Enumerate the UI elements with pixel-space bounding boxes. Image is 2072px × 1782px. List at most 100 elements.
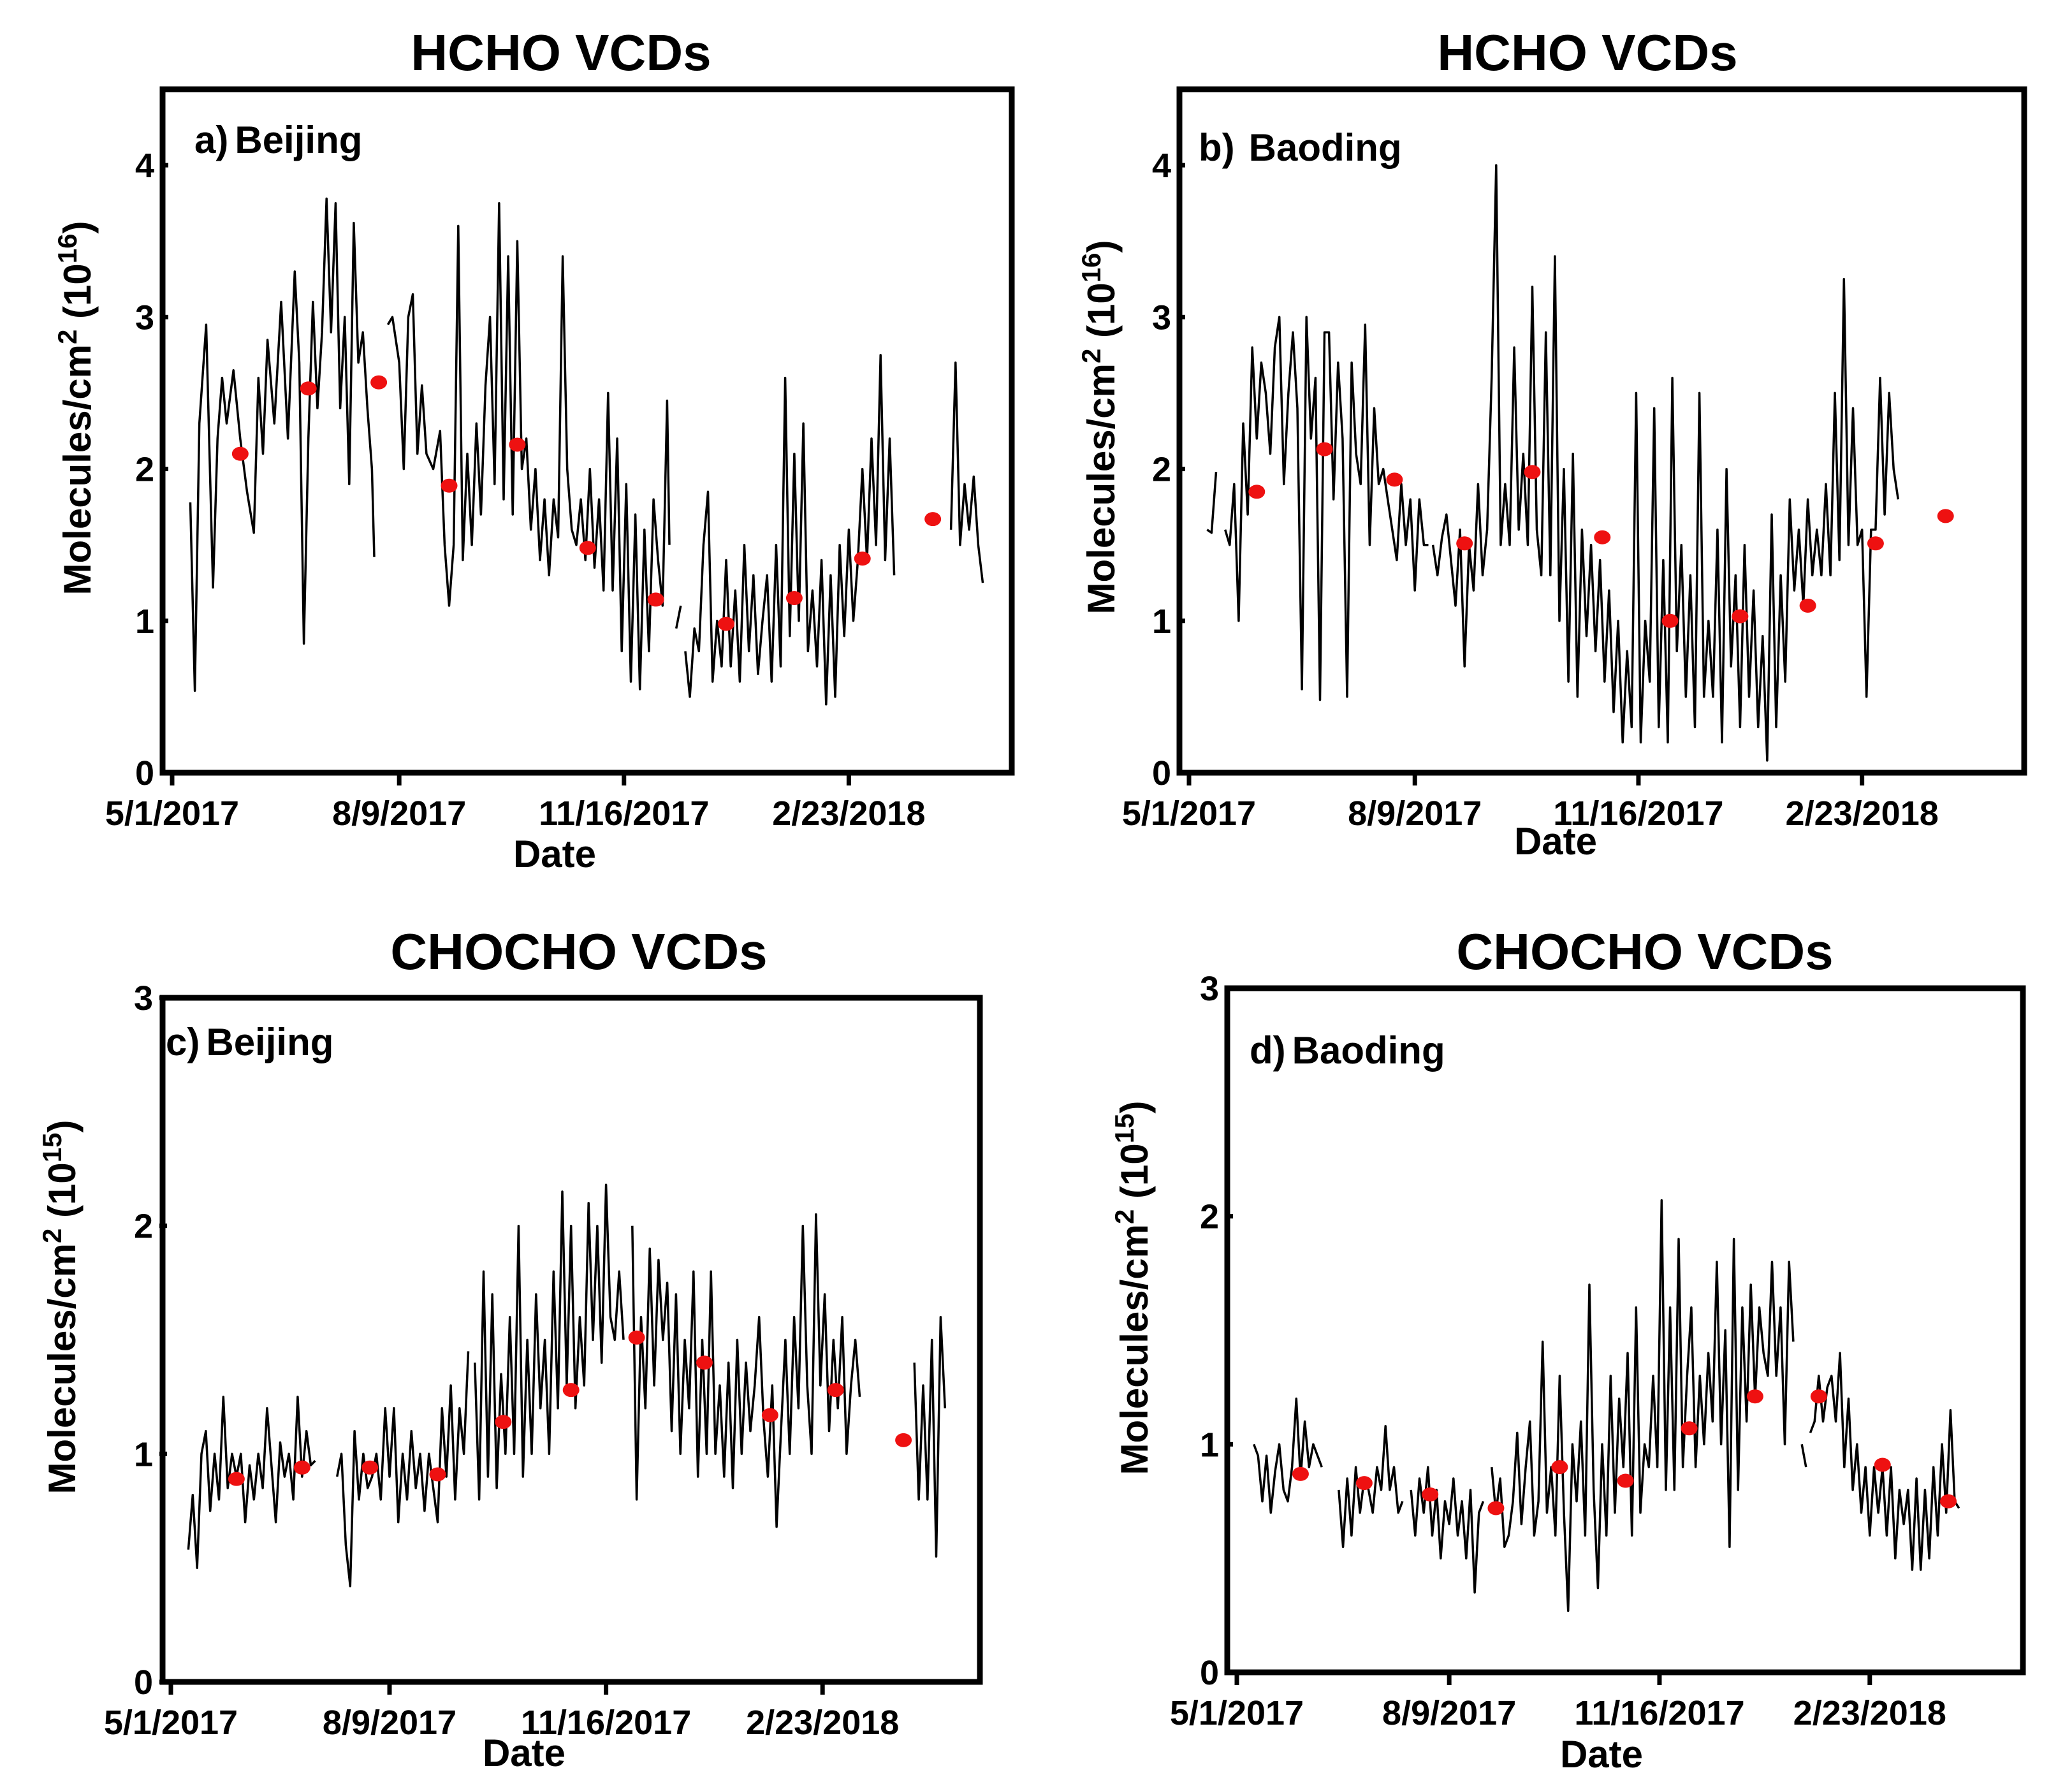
x-axis-title-a: Date — [513, 833, 596, 875]
x-tick-label-d-0: 5/1/2017 — [1170, 1694, 1304, 1732]
x-tick-label-c-1: 8/9/2017 — [323, 1704, 456, 1742]
mean-point-d-2 — [1422, 1487, 1439, 1502]
x-tick-label-d-3: 2/23/2018 — [1793, 1694, 1946, 1732]
daily-line-d-0 — [1253, 1398, 1323, 1514]
daily-line-c-1 — [335, 1351, 470, 1588]
y-tick-label-b-4: 4 — [1152, 147, 1171, 185]
plot-area-a: 0 1 2 3 4 5/1/2017 8/9/2017 11/16/2017 2/23/2018 — [105, 147, 984, 833]
mean-point-c-9 — [827, 1383, 844, 1398]
x-axis-title-c: Date — [483, 1732, 565, 1774]
mean-point-a-2 — [370, 375, 388, 390]
chart-title-c: CHOCHO VCDs — [390, 923, 767, 980]
mean-point-d-3 — [1487, 1501, 1505, 1515]
mean-point-a-10 — [924, 512, 942, 527]
mean-point-c-7 — [696, 1355, 713, 1370]
daily-line-a-4 — [949, 362, 984, 583]
chart-panel-d: CHOCHO VCDs d) Baoding Date Molecules/cm2… — [1109, 923, 2026, 1776]
x-tick-label-a-2: 11/16/2017 — [539, 794, 709, 833]
mean-point-a-3 — [441, 478, 458, 493]
daily-line-d-1 — [1338, 1424, 1404, 1549]
mean-point-a-5 — [579, 541, 596, 555]
y-tick-label-d-0: 0 — [1200, 1654, 1219, 1692]
plot-frame-b — [1176, 86, 2027, 776]
plot-area-c: 0 1 2 3 5/1/2017 8/9/2017 11/16/2017 2/23/2018 — [104, 979, 947, 1742]
daily-line-d-3 — [1491, 1199, 1795, 1612]
mean-point-b-6 — [1661, 613, 1679, 628]
mean-point-b-2 — [1386, 472, 1403, 487]
x-tick-label-b-1: 8/9/2017 — [1348, 794, 1482, 833]
mean-point-c-2 — [361, 1460, 379, 1475]
plot-area-b: 0 1 2 3 4 5/1/2017 8/9/2017 11/16/2017 2/23/2018 — [1122, 147, 1954, 833]
chart-panel-c: CHOCHO VCDs c) Beijing Date Molecules/cm2… — [37, 923, 983, 1774]
mean-point-d-7 — [1746, 1389, 1763, 1404]
daily-line-c-3 — [631, 1213, 861, 1528]
x-axis-title-d: Date — [1560, 1733, 1643, 1776]
mean-point-b-0 — [1248, 485, 1266, 499]
daily-line-a-3 — [684, 354, 896, 706]
mean-point-a-8 — [785, 591, 803, 606]
y-tick-label-a-4: 4 — [135, 147, 154, 185]
daily-line-b-2 — [1431, 164, 1900, 762]
x-tick-label-c-3: 2/23/2018 — [746, 1704, 899, 1742]
mean-point-c-5 — [562, 1383, 580, 1398]
daily-line-c-4 — [913, 1315, 947, 1558]
panel-label-d: d) Baoding — [1250, 1029, 1445, 1072]
daily-line-a-2 — [675, 605, 682, 629]
mean-point-b-8 — [1799, 598, 1816, 613]
panel-label-c: c) Beijing — [166, 1021, 333, 1063]
mean-point-c-8 — [761, 1408, 778, 1422]
daily-line-c-2 — [474, 1183, 625, 1501]
plot-frame-c — [159, 995, 983, 1685]
mean-point-c-6 — [628, 1330, 645, 1345]
y-tick-label-a-1: 1 — [135, 603, 154, 641]
x-tick-label-c-2: 11/16/2017 — [521, 1704, 691, 1742]
chart-panel-b: HCHO VCDs b) Baoding Date Molecules/cm2 (… — [1076, 24, 2027, 863]
daily-line-a-1 — [386, 201, 671, 690]
mean-point-d-1 — [1355, 1476, 1373, 1491]
daily-line-b-1 — [1224, 316, 1429, 701]
y-axis-title-c: Molecules/cm2 (1015) — [37, 1120, 84, 1494]
y-tick-label-a-0: 0 — [135, 754, 154, 792]
mean-point-b-5 — [1594, 530, 1611, 544]
daily-line-d-4 — [1800, 1443, 1807, 1468]
mean-point-a-7 — [718, 617, 735, 631]
chart-panel-a: HCHO VCDs a) Beijing Date Molecules/cm2 (… — [52, 24, 1015, 875]
mean-point-d-6 — [1681, 1421, 1698, 1436]
y-tick-label-b-2: 2 — [1152, 451, 1171, 489]
daily-line-b-0 — [1206, 472, 1218, 534]
mean-point-b-7 — [1732, 609, 1749, 624]
y-tick-label-d-1: 1 — [1200, 1426, 1219, 1464]
x-tick-label-d-2: 11/16/2017 — [1574, 1694, 1744, 1732]
mean-point-c-4 — [495, 1415, 512, 1429]
plot-area-d: 0 1 2 3 5/1/2017 8/9/2017 11/16/2017 2/23/2018 — [1170, 970, 1960, 1732]
y-tick-label-d-2: 2 — [1200, 1198, 1219, 1236]
mean-point-b-4 — [1524, 465, 1541, 479]
panel-label-b: b) Baoding — [1199, 126, 1402, 169]
mean-point-b-10 — [1937, 509, 1954, 523]
panel-label-a: a) Beijing — [194, 119, 362, 161]
y-tick-label-d-3: 3 — [1200, 970, 1219, 1008]
x-tick-label-a-1: 8/9/2017 — [332, 794, 466, 833]
mean-point-d-9 — [1874, 1457, 1891, 1472]
mean-point-a-0 — [231, 446, 249, 461]
x-tick-label-a-0: 5/1/2017 — [105, 794, 239, 833]
plot-frame-a — [159, 86, 1015, 776]
x-axis-title-b: Date — [1514, 820, 1597, 863]
mean-point-b-3 — [1456, 536, 1473, 551]
mean-point-c-10 — [895, 1433, 912, 1447]
plot-frame-d — [1224, 985, 2026, 1676]
daily-line-a-0 — [189, 197, 376, 692]
x-tick-label-d-1: 8/9/2017 — [1382, 1694, 1516, 1732]
y-tick-label-a-3: 3 — [135, 298, 154, 337]
chart-title-b: HCHO VCDs — [1437, 24, 1737, 81]
daily-line-c-0 — [187, 1396, 316, 1569]
y-tick-label-b-0: 0 — [1152, 754, 1171, 792]
mean-point-a-1 — [300, 381, 317, 396]
mean-point-c-1 — [293, 1460, 310, 1475]
mean-point-b-9 — [1867, 536, 1884, 551]
chart-title-a: HCHO VCDs — [411, 24, 711, 81]
mean-point-a-4 — [509, 437, 526, 452]
mean-point-d-10 — [1940, 1494, 1957, 1508]
mean-point-a-6 — [647, 592, 664, 607]
y-axis-title-a: Molecules/cm2 (1016) — [52, 221, 99, 595]
